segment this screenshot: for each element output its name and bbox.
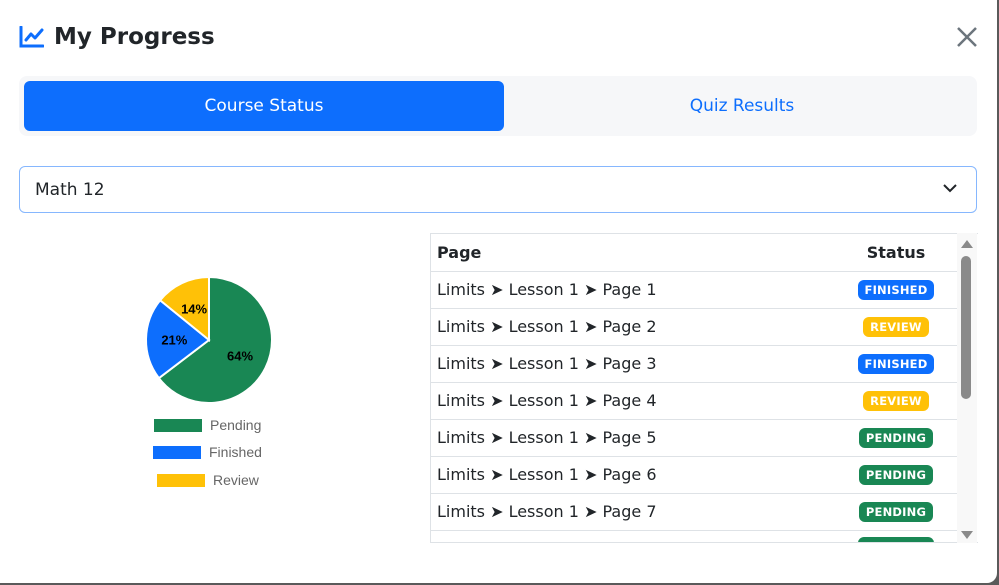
pie-data-label: 21%: [161, 332, 187, 347]
course-select[interactable]: Math 12: [19, 166, 977, 213]
legend-item-review[interactable]: Review: [157, 472, 259, 488]
status-badge: REVIEW: [863, 391, 929, 411]
row-page: Limits ➤ Lesson 1 ➤ Page 2: [431, 308, 828, 346]
row-status: FINISHED: [828, 271, 958, 309]
pie-slice-pending[interactable]: [157, 275, 273, 404]
pie-data-label: 64%: [227, 348, 253, 363]
pie-svg: 64% 21% 14%: [145, 275, 273, 404]
legend-label: Pending: [210, 417, 262, 433]
chart-line-icon: [19, 26, 44, 48]
table-row[interactable]: Limits ➤ Lesson 1 ➤ Page 1 FINISHED: [431, 271, 958, 309]
status-badge: FINISHED: [857, 354, 935, 374]
tab-quiz-results[interactable]: Quiz Results: [689, 96, 795, 116]
row-page: Limits ➤ Lesson 1 ➤ Page 5: [431, 419, 828, 457]
legend-item-pending[interactable]: Pending: [154, 417, 261, 433]
legend-swatch: [153, 445, 201, 459]
row-status: [828, 530, 958, 542]
table-row[interactable]: Limits ➤ Lesson 1 ➤ Page 3 FINISHED: [431, 345, 958, 383]
row-status: FINISHED: [828, 345, 958, 383]
chevron-down-icon: [943, 184, 957, 193]
table-row[interactable]: Limits ➤ Lesson 1 ➤ Page 6 PENDING: [431, 456, 958, 494]
progress-table-container: Page Status Limits ➤ Lesson 1 ➤ Page 1 FI…: [430, 233, 978, 543]
row-page: Limits ➤ Lesson 1 ➤ Page 1: [431, 271, 828, 309]
row-page: Limits ➤ Lesson 1 ➤ Page 3: [431, 345, 828, 383]
table-row[interactable]: Limits ➤ Lesson 1 ➤ Page 5 PENDING: [431, 419, 958, 457]
table-row[interactable]: Limits ➤ Lesson 1 ➤ Page 2 REVIEW: [431, 308, 958, 346]
legend-label: Finished: [209, 444, 262, 460]
row-status: PENDING: [828, 419, 958, 457]
scroll-up-arrow-icon[interactable]: [961, 240, 973, 248]
status-badge: PENDING: [858, 465, 934, 485]
course-select-value: Math 12: [35, 179, 105, 200]
legend-item-finished[interactable]: Finished: [153, 444, 262, 460]
table-row-partial[interactable]: [431, 530, 958, 542]
table-header-row: Page Status: [431, 234, 958, 272]
row-status: PENDING: [828, 493, 958, 531]
row-status: REVIEW: [828, 382, 958, 420]
row-status: PENDING: [828, 456, 958, 494]
pie-slice-finished[interactable]: [145, 298, 211, 380]
close-button[interactable]: [952, 22, 982, 52]
legend-label: Review: [213, 472, 259, 488]
tab-course-status[interactable]: Course Status: [24, 81, 504, 131]
row-page: Limits ➤ Lesson 1 ➤ Page 4: [431, 382, 828, 420]
pie-data-label: 14%: [181, 302, 207, 317]
modal-title: My Progress: [54, 24, 215, 50]
legend-swatch: [157, 473, 205, 487]
pie-slice-review[interactable]: [158, 275, 210, 343]
status-badge: FINISHED: [857, 280, 935, 300]
table-row[interactable]: Limits ➤ Lesson 1 ➤ Page 4 REVIEW: [431, 382, 958, 420]
modal-header: My Progress: [19, 24, 215, 50]
status-badge: PENDING: [858, 502, 934, 522]
row-page: Limits ➤ Lesson 1 ➤ Page 7: [431, 493, 828, 531]
header-status: Status: [828, 234, 958, 272]
status-badge: PENDING: [858, 428, 934, 448]
row-status: REVIEW: [828, 308, 958, 346]
row-page: Limits ➤ Lesson 1 ➤ Page 6: [431, 456, 828, 494]
status-pie-chart: 64% 21% 14% Pending Finished Review: [130, 270, 290, 500]
scroll-down-arrow-icon[interactable]: [961, 531, 973, 539]
status-badge: [858, 536, 934, 542]
legend-swatch: [154, 418, 202, 432]
tab-bar: Course Status Quiz Results: [19, 76, 977, 136]
table-scrollbar[interactable]: [957, 233, 977, 543]
close-icon: [957, 27, 977, 47]
status-badge: REVIEW: [863, 317, 929, 337]
scrollbar-thumb[interactable]: [961, 256, 971, 399]
table-row[interactable]: Limits ➤ Lesson 1 ➤ Page 7 PENDING: [431, 493, 958, 531]
header-page: Page: [431, 234, 828, 272]
progress-table: Page Status Limits ➤ Lesson 1 ➤ Page 1 FI…: [431, 234, 958, 542]
row-page: [431, 530, 828, 542]
